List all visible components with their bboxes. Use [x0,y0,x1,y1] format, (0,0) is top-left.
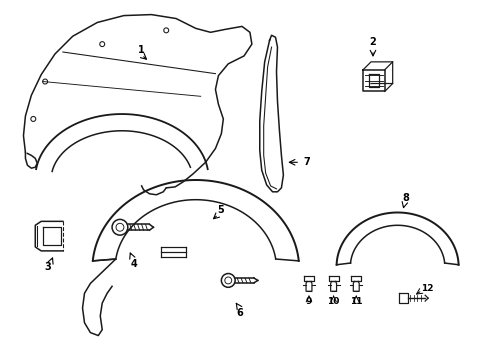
Text: 11: 11 [349,297,362,306]
Text: 6: 6 [236,308,243,318]
Text: 9: 9 [305,297,311,306]
Text: 2: 2 [369,37,376,47]
Text: 8: 8 [401,193,408,203]
Text: 4: 4 [130,259,137,269]
Text: 12: 12 [420,284,432,293]
Text: 5: 5 [217,204,224,215]
Text: 7: 7 [303,157,310,167]
Text: 3: 3 [44,262,51,272]
Text: 10: 10 [327,297,339,306]
Text: 1: 1 [138,45,144,55]
